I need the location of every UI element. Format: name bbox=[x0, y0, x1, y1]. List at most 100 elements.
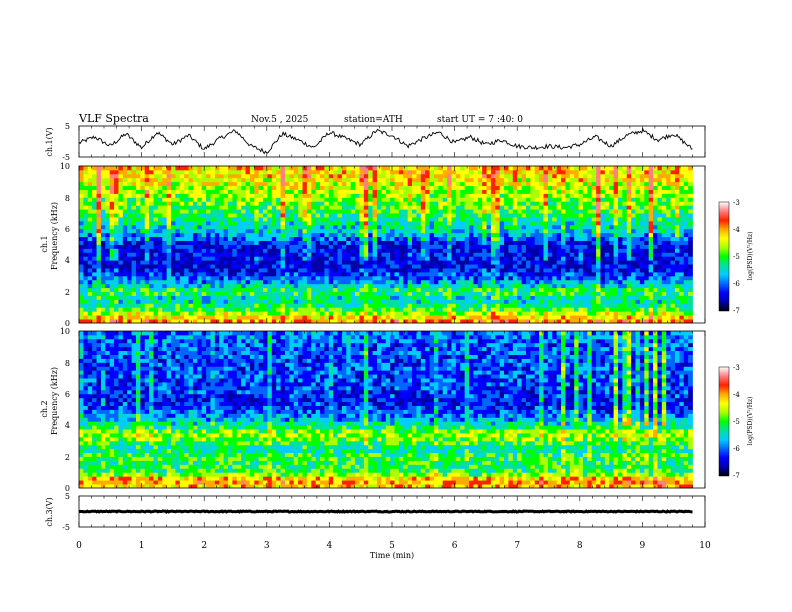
ch1-spectrogram-cell bbox=[328, 189, 334, 194]
ch1-spectrogram-cell bbox=[223, 193, 229, 198]
ch1-spectrogram-cell bbox=[254, 248, 260, 253]
ch1-spectrogram-cell bbox=[100, 283, 106, 289]
ch1-spectrogram-cell bbox=[464, 189, 470, 194]
ch1-spectrogram-cell bbox=[267, 315, 273, 320]
ch1-spectrogram-cell bbox=[477, 205, 483, 210]
ch1-spectrogram-cell bbox=[241, 220, 246, 226]
ch1-spectrogram-cell bbox=[556, 240, 562, 245]
ch1-spectrogram-cell bbox=[639, 217, 645, 222]
ch1-spectrogram-cell bbox=[499, 268, 505, 273]
ch1-spectrogram-cell bbox=[398, 271, 404, 277]
ch1-spectrogram-cell bbox=[197, 315, 203, 320]
ch1-spectrogram-cell bbox=[210, 311, 216, 316]
ch1-spectrogram-cell bbox=[333, 201, 338, 206]
ch1-spectrogram-cell bbox=[460, 256, 466, 261]
ch1-spectrogram-cell bbox=[298, 213, 303, 218]
ch1-spectrogram-cell bbox=[131, 181, 137, 187]
ch1-spectrogram-cell bbox=[175, 256, 181, 261]
ch1-spectrogram-cell bbox=[613, 189, 619, 194]
ch1-spectrogram-cell bbox=[96, 299, 102, 304]
ch1-spectrogram-cell bbox=[600, 193, 606, 198]
ch1-spectrogram-cell bbox=[460, 311, 466, 316]
ch1-spectrogram-cell bbox=[635, 232, 641, 238]
ch1-spectrogram-cell bbox=[223, 185, 229, 190]
ch1-spectrogram-cell bbox=[372, 315, 378, 320]
ch1-spectrogram-cell bbox=[157, 271, 163, 277]
ch1-spectrogram-cell bbox=[495, 228, 501, 234]
ch1-spectrogram-cell bbox=[455, 291, 461, 296]
ch1-spectrogram-cell bbox=[118, 224, 124, 230]
ch1-spectrogram-cell bbox=[350, 275, 356, 281]
ch1-spectrogram-cell bbox=[561, 315, 566, 320]
ch1-spectrogram-cell bbox=[350, 240, 356, 245]
ch1-spectrogram-cell bbox=[385, 315, 391, 320]
ch1-spectrogram-cell bbox=[223, 181, 229, 187]
ch1-spectrogram-cell bbox=[254, 291, 260, 296]
ch1-spectrogram-cell bbox=[429, 185, 435, 190]
ch1-spectrogram-cell bbox=[508, 244, 514, 249]
ch1-spectrogram-cell bbox=[499, 283, 505, 289]
ch1-spectrogram-cell bbox=[306, 271, 312, 277]
ch1-spectrogram-cell bbox=[473, 283, 479, 289]
ch1-spectrogram-cell bbox=[372, 209, 378, 214]
ch1-waveform-ylabel: ch.1(V) bbox=[45, 127, 54, 156]
ch1-spectrogram-cell bbox=[166, 236, 172, 241]
ch1-spectrogram-cell bbox=[333, 279, 338, 285]
ch1-spectrogram-cell bbox=[381, 319, 387, 324]
ch1-spectrogram-cell bbox=[372, 303, 378, 308]
ch1-spectrogram-cell bbox=[385, 232, 391, 238]
ch1-spectrogram-cell bbox=[464, 299, 470, 304]
ch1-spectrogram-cell bbox=[521, 299, 527, 304]
ch1-spectrogram-cell bbox=[447, 291, 452, 296]
ch1-spectrogram-cell bbox=[657, 248, 663, 253]
ch1-spectrogram-cell bbox=[341, 319, 347, 324]
ch1-spectrogram-cell bbox=[433, 244, 439, 249]
ch1-spectrogram-cell bbox=[679, 268, 685, 273]
ch1-spectrogram-cell bbox=[293, 307, 299, 312]
ch1-spectrogram-cell bbox=[464, 315, 470, 320]
ch1-spectrogram-cell bbox=[644, 256, 650, 261]
ch1-spectrogram-cell bbox=[302, 244, 308, 249]
ch1-spectrogram-cell bbox=[543, 232, 549, 238]
ch1-spectrogram-cell bbox=[688, 185, 693, 190]
ch1-spectrogram-cell bbox=[596, 260, 601, 265]
ch1-spectrogram-cell bbox=[201, 217, 207, 222]
ch1-spectrogram-cell bbox=[617, 185, 623, 190]
ch1-spectrogram-cell bbox=[486, 307, 492, 312]
ch1-spectrogram-cell bbox=[114, 291, 119, 296]
ch1-spectrogram-cell bbox=[140, 201, 146, 206]
ch1-spectrogram-cell bbox=[197, 213, 203, 218]
ch1-spectrogram-cell bbox=[521, 295, 527, 300]
ch1-spectrogram-cell bbox=[416, 181, 422, 187]
ch1-spectrogram-cell bbox=[100, 228, 106, 234]
ch1-spectrogram-cell bbox=[245, 185, 251, 190]
ch1-spectrogram-cell bbox=[381, 185, 387, 190]
ch1-spectrogram-cell bbox=[153, 311, 159, 316]
ch1-spectrogram-cell bbox=[679, 209, 685, 214]
ch1-spectrogram-cell bbox=[87, 209, 93, 214]
ch1-spectrogram-cell bbox=[249, 236, 255, 241]
ch1-spectrogram-cell bbox=[631, 232, 636, 238]
ch1-spectrogram-cell bbox=[455, 197, 461, 202]
ch1-spectrogram-cell bbox=[346, 260, 352, 265]
ch1-spectrogram-cell bbox=[420, 271, 426, 277]
ch1-spectrogram-cell bbox=[157, 181, 163, 187]
ch1-spectrogram-cell bbox=[460, 193, 466, 198]
ch1-spectrogram-cell bbox=[232, 228, 238, 234]
ch1-spectrogram-cell bbox=[355, 260, 360, 265]
ch1-spectrogram-cell bbox=[96, 217, 102, 222]
ch1-spectrogram-cell bbox=[543, 311, 549, 316]
ch1-spectrogram-cell bbox=[556, 232, 562, 238]
ch1-spectrogram-cell bbox=[451, 299, 457, 304]
ch1-spectrogram-cell bbox=[376, 311, 382, 316]
ch1-spectrogram-cell bbox=[197, 299, 203, 304]
ch1-spectrogram-cell bbox=[609, 209, 614, 214]
ch1-spectrogram-cell bbox=[333, 240, 338, 245]
ch1-spectrogram-cell bbox=[372, 268, 378, 273]
ch1-spectrogram-cell bbox=[609, 240, 614, 245]
ch1-spectrogram-cell bbox=[512, 271, 518, 277]
ch1-spectrogram-cell bbox=[512, 244, 518, 249]
ch1-spectrogram-cell bbox=[166, 311, 172, 316]
ch1-spectrogram-cell bbox=[263, 193, 268, 198]
ch1-spectrogram-cell bbox=[617, 311, 623, 316]
